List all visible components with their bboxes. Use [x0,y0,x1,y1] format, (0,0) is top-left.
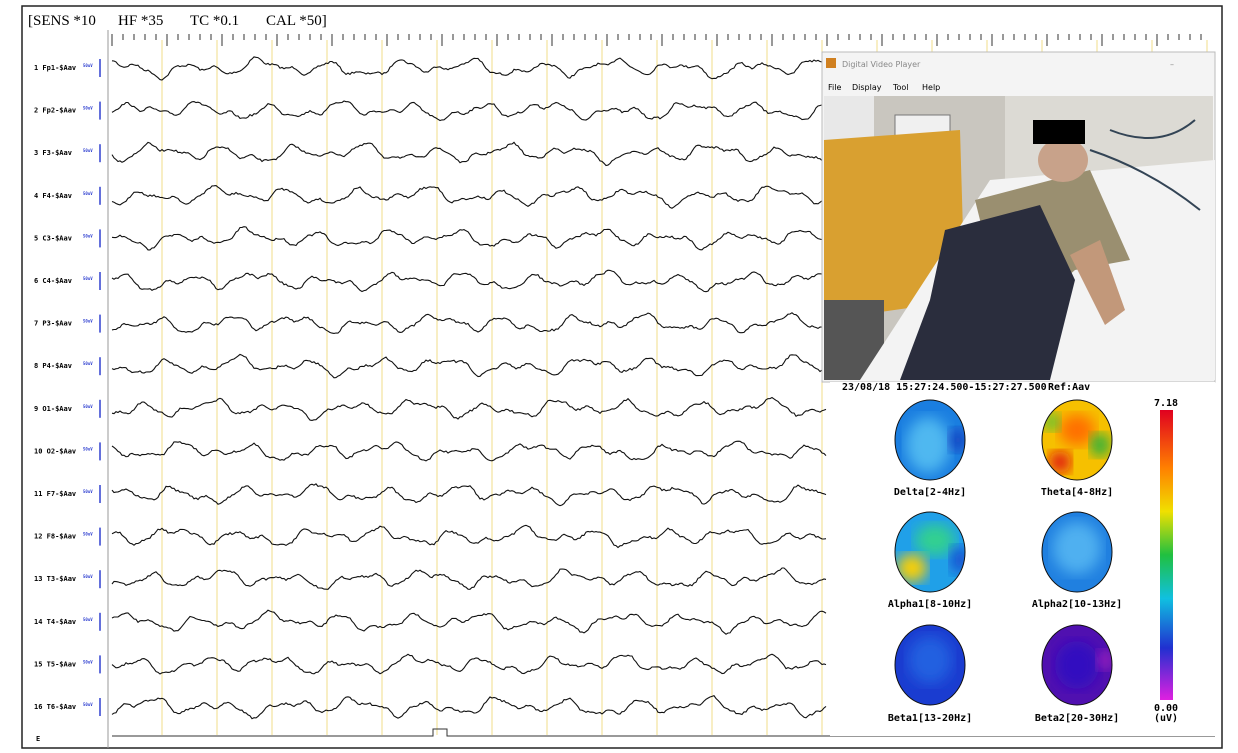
channel-label: 9 O1-$Aav [34,405,72,413]
header-tc: TC *0.1 [190,13,239,29]
map-label: Beta2[20-30Hz] [1035,713,1119,724]
panel-bg [830,382,1215,736]
channel-label: 11 F7-$Aav [34,490,76,498]
menu-display[interactable]: Display [852,83,882,92]
channel-sensitivity: 50uV [83,617,93,622]
window-title: Digital Video Player [842,60,921,69]
channel-label: 8 P4-$Aav [34,362,72,370]
channel-sensitivity: 50uV [83,191,93,196]
channel-sensitivity: 50uV [83,106,93,111]
channel-sensitivity: 50uV [83,63,93,68]
app-icon [826,58,836,68]
reference: Ref:Aav [1048,382,1090,393]
channel-label: 12 F8-$Aav [34,533,76,541]
channel-sensitivity: 50uV [83,702,93,707]
map-label: Theta[4-8Hz] [1041,487,1113,498]
map-label: Alpha2[10-13Hz] [1032,599,1122,610]
header-hf: HF *35 [118,13,163,29]
channel-label: 2 Fp2-$Aav [34,107,76,115]
channel-label: 16 T6-$Aav [34,703,76,711]
colorbar-unit: (uV) [1154,713,1178,724]
timestamp: 23/08/18 15:27:24.500-15:27:27.500 [842,382,1047,393]
channel-label: 10 O2-$Aav [34,447,76,455]
channel-label: 5 C3-$Aav [34,234,72,242]
channel-label: 14 T4-$Aav [34,618,76,626]
menu-help[interactable]: Help [922,83,940,92]
map-label: Beta1[13-20Hz] [888,713,972,724]
channel-label: 15 T5-$Aav [34,660,76,668]
channel-sensitivity: 50uV [83,532,93,537]
channel-sensitivity: 50uV [83,319,93,324]
video-player: Digital Video Player – File Display Tool… [822,52,1215,382]
video-frame [824,96,1215,380]
channel-label: 7 P3-$Aav [34,320,72,328]
channel-label: 4 F4-$Aav [34,192,72,200]
map-label: Delta[2-4Hz] [894,487,966,498]
channel-sensitivity: 50uV [83,446,93,451]
channel-sensitivity: 50uV [83,574,93,579]
colorbar-max: 7.18 [1154,398,1178,409]
channel-label: 6 C4-$Aav [34,277,72,285]
page: [SENS *10 HF *35 TC *0.1 CAL *50] E Digi… [0,0,1238,753]
menu-tool[interactable]: Tool [892,83,909,92]
channel-sensitivity: 50uV [83,361,93,366]
topomap-panel: 23/08/18 15:27:24.500-15:27:27.500 Ref:A… [830,382,1215,736]
menu-file[interactable]: File [828,83,841,92]
channel-sensitivity: 50uV [83,233,93,238]
channel-label: 1 Fp1-$Aav [34,64,76,72]
channel-label: 13 T3-$Aav [34,575,76,583]
channel-sensitivity: 50uV [83,489,93,494]
eeg-screen: [SENS *10 HF *35 TC *0.1 CAL *50] E Digi… [0,0,1238,753]
minimize-button[interactable]: – [1170,60,1174,69]
channel-sensitivity: 50uV [83,659,93,664]
face-mask [1033,120,1085,144]
head [1038,138,1088,182]
header-sens: [SENS *10 [28,13,96,29]
channel-label: 3 F3-$Aav [34,149,72,157]
event-label: E [36,735,40,743]
header-cal: CAL *50] [266,13,327,29]
colorbar [1160,410,1173,700]
channel-sensitivity: 50uV [83,148,93,153]
channel-sensitivity: 50uV [83,276,93,281]
channel-sensitivity: 50uV [83,404,93,409]
map-label: Alpha1[8-10Hz] [888,599,972,610]
